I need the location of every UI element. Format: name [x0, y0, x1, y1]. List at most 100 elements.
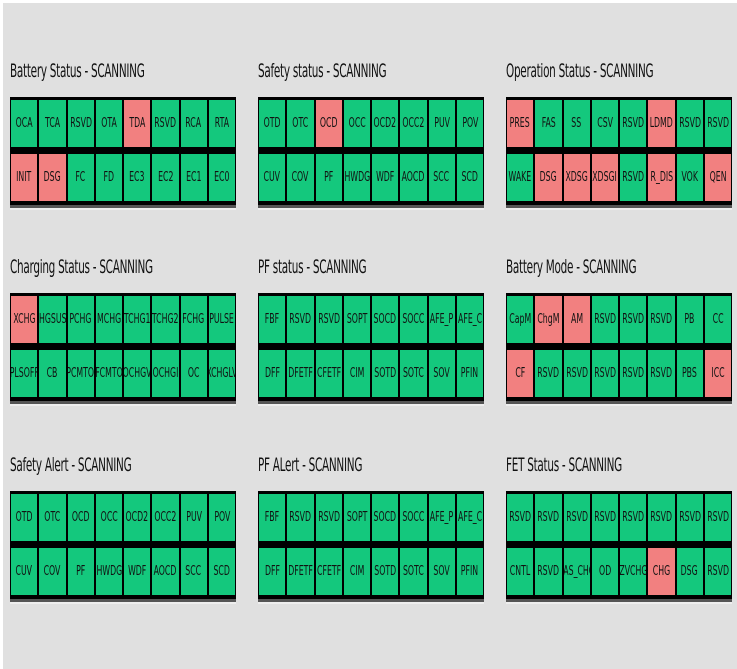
flag-cell: PFIN — [455, 548, 484, 595]
flag-cell: FCMTO — [94, 350, 123, 397]
flag-label: RSVD — [69, 116, 92, 131]
flag-label: RSVD — [594, 510, 616, 525]
flag-label: SOCC — [402, 312, 425, 327]
flag-label: WDF — [128, 564, 147, 579]
flag-label: CSV — [596, 116, 613, 131]
flag-cell: AFE_C — [455, 494, 484, 541]
flag-row: CNTLRSVDNAS_CHGODZVCHGCHGDSGRSVD — [506, 548, 732, 595]
flag-label: OCD — [71, 510, 90, 525]
flag-cell: SCD — [455, 154, 484, 201]
flag-cell: CFETF — [314, 350, 343, 397]
flag-cell: CUV — [258, 154, 287, 201]
flag-cell: OTC — [38, 494, 67, 541]
flag-cell: CB — [38, 350, 67, 397]
flag-cell: RSVD — [590, 296, 619, 343]
flag-label: EC1 — [185, 170, 202, 185]
flag-cell: FBF — [258, 494, 287, 541]
flag-label: FBF — [264, 510, 280, 525]
flag-label: SOPT — [346, 312, 368, 327]
panel-title: Safety Alert - SCANNING — [10, 454, 132, 476]
flag-label: CUV — [15, 564, 33, 579]
flag-label: RSVD — [289, 510, 312, 525]
flag-cell: ICC — [703, 350, 732, 397]
flag-label: CUV — [263, 170, 281, 185]
flag-label: FC — [75, 170, 86, 185]
flag-cell: RSVD — [506, 494, 535, 541]
flag-cell: PFIN — [455, 350, 484, 397]
flag-cell: ZVCHG — [619, 548, 648, 595]
flag-cell: RSVD — [534, 548, 563, 595]
flag-row: PLSOFF CB PCMTO FCMTO OCHGV OCHGI OC XCHGLV — [10, 350, 236, 397]
flag-label: CFETF — [316, 366, 341, 381]
flag-cell: FCHG — [179, 296, 208, 343]
flag-cell: AFE_C — [455, 296, 484, 343]
flag-row: PRES FAS SS CSV RSVD LDMD RSVD RSVD — [506, 100, 732, 147]
flag-cell: HWDG — [342, 154, 371, 201]
flag-cell: OCA — [10, 100, 39, 147]
flag-label: OCC2 — [402, 116, 425, 131]
flag-cell: RSVD — [703, 494, 732, 541]
flag-label: RSVD — [622, 116, 644, 131]
flag-label: SOPT — [346, 510, 368, 525]
flag-label: RSVD — [678, 510, 701, 525]
flag-label: RSVD — [537, 510, 560, 525]
flag-label: HWDG — [344, 170, 370, 185]
flag-cell: RSVD — [534, 350, 563, 397]
flag-cell: SCC — [179, 548, 208, 595]
flag-label: CFETF — [316, 564, 341, 579]
flag-cell: DFF — [258, 350, 287, 397]
flag-cell: SOCC — [399, 494, 428, 541]
flag-label: AM — [570, 312, 583, 327]
flag-label: OCA — [15, 116, 33, 131]
flag-label: CB — [46, 366, 58, 381]
flag-label: RSVD — [622, 312, 644, 327]
flag-cell: CFETF — [314, 548, 343, 595]
flag-cell: POV — [455, 100, 484, 147]
flag-cell: TCHG1 — [123, 296, 152, 343]
flag-cell: EC2 — [151, 154, 180, 201]
flag-row: OTD OTC OCD OCC OCD2 OCC2 PUV POV — [258, 100, 484, 147]
flag-label: CapM — [509, 312, 532, 327]
flag-label: RSVD — [650, 312, 673, 327]
flag-cell: SOCC — [399, 296, 428, 343]
flag-label: AFE_C — [457, 510, 482, 525]
flag-label: XCHG — [13, 312, 36, 327]
flag-label: AFE_C — [457, 312, 482, 327]
flag-cell: OCD2 — [123, 494, 152, 541]
flag-grid: FBF RSVD RSVD SOPT SOCD SOCC AFE_P AFE_C DFF DFET… — [258, 293, 484, 401]
flag-cell: FD — [94, 154, 123, 201]
flag-cell: WDF — [123, 548, 152, 595]
panel-title: Battery Status - SCANNING — [10, 60, 145, 82]
flag-label: RSVD — [565, 510, 588, 525]
flag-cell: CHGSUSP — [38, 296, 67, 343]
flag-cell: RSVD — [647, 296, 676, 343]
flag-label: XCHGLV — [207, 366, 236, 381]
panel-title: Battery Mode - SCANNING — [506, 256, 637, 278]
flag-cell: XDSGI — [590, 154, 619, 201]
flag-label: RSVD — [678, 116, 701, 131]
flag-label: SOTD — [374, 366, 397, 381]
flag-cell: RSVD — [286, 296, 315, 343]
flag-label: PCMTO — [66, 366, 95, 381]
flag-cell: RSVD — [647, 494, 676, 541]
flag-cell: CIM — [342, 350, 371, 397]
flag-label: ICC — [711, 366, 725, 381]
flag-cell: SOTC — [399, 350, 428, 397]
flag-cell: ChgM — [534, 296, 563, 343]
flag-label: DFF — [264, 366, 280, 381]
flag-label: SCD — [213, 564, 231, 579]
flag-label: SOCD — [373, 510, 397, 525]
flag-cell: RSVD — [314, 494, 343, 541]
flag-label: FAS — [541, 116, 556, 131]
flag-label: CIM — [349, 564, 365, 579]
flag-label: VOK — [681, 170, 698, 185]
flag-label: DFETF — [288, 366, 313, 381]
flag-label: QEN — [709, 170, 727, 185]
flag-row: CapM ChgM AM RSVD RSVD RSVD PB CC — [506, 296, 732, 343]
flag-label: TDA — [129, 116, 146, 131]
flag-cell: OCD — [66, 494, 95, 541]
flag-label: RTA — [214, 116, 230, 131]
flag-label: TCHG2 — [152, 312, 179, 327]
flag-cell: TCA — [38, 100, 67, 147]
flag-label: PB — [684, 312, 695, 327]
